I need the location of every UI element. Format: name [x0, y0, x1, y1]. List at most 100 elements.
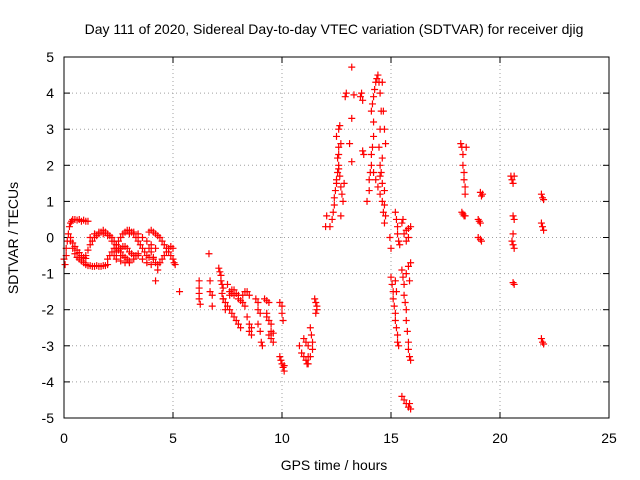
data-point	[269, 338, 277, 346]
data-point	[338, 190, 346, 198]
data-point	[230, 286, 238, 294]
data-point	[335, 161, 343, 169]
data-point	[241, 302, 249, 310]
data-point	[108, 237, 116, 245]
data-point	[158, 255, 166, 263]
data-point	[537, 219, 545, 227]
data-point	[169, 255, 177, 263]
x-tick-label: 15	[383, 430, 399, 446]
data-point	[158, 237, 166, 245]
data-point	[224, 280, 231, 288]
data-point	[205, 250, 213, 258]
data-point	[300, 335, 308, 343]
data-point	[407, 405, 415, 413]
data-point	[508, 237, 516, 245]
data-point	[477, 237, 485, 245]
x-axis-label: GPS time / hours	[281, 457, 388, 473]
data-point	[331, 187, 339, 195]
data-point	[254, 306, 262, 314]
data-point	[540, 196, 548, 204]
data-point	[330, 201, 338, 209]
data-point	[360, 150, 368, 158]
data-point	[134, 237, 142, 245]
data-point	[99, 230, 107, 238]
data-point	[367, 107, 375, 115]
data-point	[376, 190, 384, 198]
data-point	[295, 342, 303, 350]
data-point	[378, 179, 386, 187]
data-point	[215, 264, 223, 272]
data-point	[402, 317, 410, 325]
data-point	[337, 183, 345, 191]
data-point	[208, 302, 216, 310]
data-point	[400, 291, 408, 299]
data-point	[400, 396, 408, 404]
data-point	[206, 288, 214, 296]
data-point	[394, 331, 402, 339]
data-point	[398, 219, 406, 227]
data-point	[333, 176, 340, 184]
data-point	[359, 147, 367, 155]
data-point	[265, 331, 273, 339]
data-point	[460, 169, 468, 177]
data-point	[152, 277, 160, 285]
chart-title: Day 111 of 2020, Sidereal Day-to-day VTE…	[85, 21, 584, 37]
data-point	[208, 291, 216, 299]
data-point	[365, 187, 373, 195]
data-point	[279, 317, 287, 325]
data-point	[239, 298, 247, 306]
data-point	[402, 270, 410, 278]
data-point	[117, 257, 125, 265]
y-tick-label: 2	[46, 157, 54, 173]
data-point	[156, 259, 164, 267]
data-point	[370, 118, 378, 126]
data-point	[147, 248, 155, 256]
data-point	[257, 338, 265, 346]
data-point	[239, 291, 247, 299]
data-point	[508, 176, 516, 184]
data-point	[376, 172, 384, 180]
data-point	[112, 255, 120, 263]
data-point	[147, 261, 155, 269]
data-point	[333, 132, 340, 140]
data-point	[392, 215, 400, 223]
data-point	[130, 228, 138, 236]
data-point	[267, 335, 275, 343]
data-point	[391, 309, 399, 317]
data-point	[398, 266, 406, 274]
data-point	[395, 342, 403, 350]
x-tick-label: 0	[60, 430, 68, 446]
data-point	[370, 132, 378, 140]
data-point	[152, 244, 160, 252]
data-point	[367, 150, 375, 158]
data-point	[65, 223, 73, 231]
data-point	[509, 230, 517, 238]
data-point	[398, 392, 406, 400]
data-point	[134, 252, 142, 260]
data-point	[219, 284, 227, 292]
data-point	[125, 230, 133, 238]
data-point	[394, 230, 402, 238]
data-point	[341, 93, 349, 101]
data-point	[359, 96, 367, 104]
data-points	[60, 63, 548, 413]
data-point	[477, 192, 485, 200]
data-point	[459, 161, 467, 169]
data-point	[160, 241, 168, 249]
data-point	[330, 194, 338, 202]
data-point	[160, 252, 168, 260]
data-point	[540, 226, 548, 234]
x-tick-label: 10	[274, 430, 290, 446]
data-point	[407, 356, 415, 364]
data-point	[265, 317, 273, 325]
data-point	[406, 400, 414, 408]
data-point	[509, 212, 517, 220]
data-point	[376, 89, 384, 97]
data-point	[138, 255, 146, 263]
data-point	[88, 237, 96, 245]
data-point	[395, 237, 403, 245]
tick-labels: 0 5 10 15 20 25 -5 -4 -3 -2 -1 0 1 2 3 4 5	[42, 49, 617, 446]
data-point	[265, 298, 273, 306]
data-point	[125, 259, 133, 267]
data-point	[278, 302, 286, 310]
